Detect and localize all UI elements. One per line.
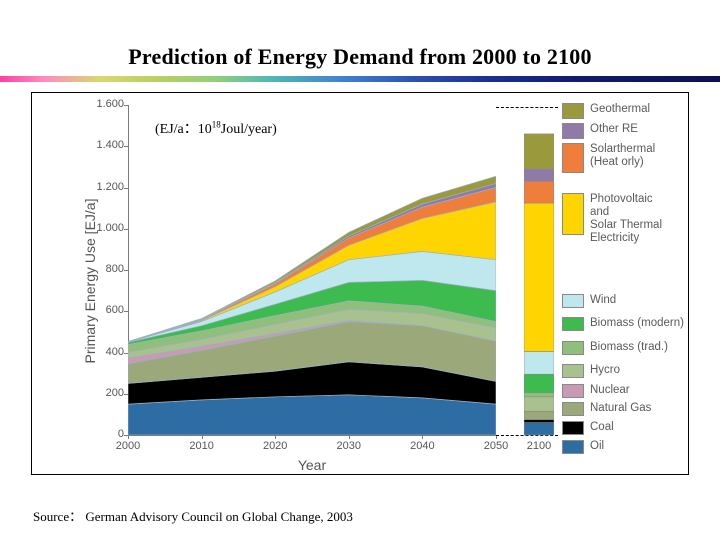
- legend-swatch: [562, 294, 584, 308]
- legend-swatch: [562, 103, 584, 119]
- legend-label: Natural Gas: [590, 402, 652, 414]
- y-tick-mark: [124, 187, 128, 189]
- x-tick-2100: 2100: [526, 440, 552, 452]
- y-tick-mark: [124, 393, 128, 395]
- units-annotation-exponent: 18: [211, 119, 221, 130]
- legend-label: Oil: [590, 440, 605, 452]
- legend-item: Natural Gas: [562, 402, 651, 416]
- title-divider-rule: [0, 76, 720, 82]
- y-tick-label: 200: [105, 386, 124, 399]
- dashed-connector-top: [496, 107, 558, 108]
- y-tick-label: 1.200: [96, 180, 124, 193]
- chart-legend: Geothermal Other RE Solarthermal (Heat orl…: [562, 99, 688, 469]
- legend-label: Biomass (modern): [590, 317, 684, 329]
- legend-label: Solarthermal (Heat orly): [590, 143, 656, 168]
- y-tick-mark: [124, 352, 128, 354]
- legend-item: Wind: [562, 294, 616, 308]
- bar-segment-wind: [524, 351, 554, 375]
- x-tick-mark: [496, 435, 497, 439]
- legend-swatch: [562, 341, 584, 355]
- x-tick-label: 2050: [483, 440, 509, 452]
- legend-swatch: [562, 364, 584, 378]
- units-annotation-text: (EJ/a：10: [155, 122, 212, 137]
- chart-figure: Primary Energy Use [EJ/a] 0 200 400 600 800 1…: [31, 92, 689, 475]
- legend-label: Photovoltaic and Solar Thermal Electrici…: [590, 193, 663, 244]
- legend-swatch: [562, 317, 584, 331]
- dashed-connector-bottom: [496, 435, 558, 436]
- source-caption: Source： German Advisory Council on Globa…: [33, 509, 353, 524]
- legend-item: Photovoltaic and Solar Thermal Electrici…: [562, 193, 662, 245]
- legend-swatch: [562, 440, 584, 454]
- y-tick-mark: [124, 105, 128, 106]
- legend-label: Geothermal: [590, 103, 651, 115]
- legend-item: Oil: [562, 440, 604, 454]
- bar-segment-hycro: [524, 396, 554, 412]
- legend-label: Hycro: [590, 364, 621, 376]
- units-annotation: (EJ/a：1018Joul/year): [152, 117, 280, 139]
- legend-label: Biomass (trad.): [590, 341, 668, 353]
- y-tick-label: 800: [105, 263, 124, 275]
- legend-item: Nuclear: [562, 384, 630, 398]
- x-axis-line: [128, 435, 496, 436]
- x-tick-label: 2010: [189, 440, 214, 452]
- y-tick-label: 1.400: [96, 139, 124, 152]
- legend-swatch: [562, 123, 584, 139]
- stacked-area-plot: [128, 175, 496, 435]
- units-annotation-tail: Joul/year): [220, 122, 277, 137]
- area-band-geothermal: [128, 175, 496, 342]
- legend-item: Solarthermal (Heat orly): [562, 143, 655, 173]
- legend-label: Wind: [590, 294, 617, 306]
- bar-segment-photovoltaic-and-solar-thermal-electricity: [524, 202, 554, 352]
- legend-label: Nuclear: [590, 384, 630, 396]
- x-tick-label: 2040: [410, 440, 435, 452]
- y-tick-label: 1.600: [96, 98, 124, 110]
- y-tick-label: 0: [117, 428, 124, 440]
- page-title: Prediction of Energy Demand from 2000 to…: [128, 44, 592, 69]
- bar-segment-other-re: [524, 168, 554, 182]
- legend-item: Geothermal: [562, 103, 650, 119]
- y-tick-label: 1.000: [96, 221, 124, 234]
- y-tick-mark: [124, 146, 128, 148]
- legend-swatch: [562, 421, 584, 435]
- legend-item: Other RE: [562, 123, 638, 139]
- y-tick-mark: [124, 228, 128, 230]
- y-axis-label-holder: Primary Energy Use [EJ/a]: [50, 123, 98, 423]
- legend-swatch: [562, 402, 584, 416]
- legend-label: Coal: [590, 421, 614, 433]
- bar-segment-biomass-modern: [524, 373, 554, 394]
- legend-label: Other RE: [590, 123, 638, 135]
- x-tick-label: 2020: [262, 440, 288, 452]
- x-tick-label: 2000: [115, 440, 141, 452]
- legend-item: Biomass (modern): [562, 317, 684, 331]
- x-tick-mark: [348, 435, 350, 439]
- y-tick-label: 600: [105, 304, 124, 317]
- y-tick-mark: [124, 311, 128, 313]
- bar-2100: [524, 133, 554, 436]
- bar-segment-natural-gas: [524, 410, 554, 420]
- x-tick-mark: [201, 435, 203, 439]
- legend-item: Hycro: [562, 364, 620, 378]
- y-tick-mark: [124, 435, 128, 436]
- legend-swatch: [562, 384, 584, 398]
- bar-segment-oil: [524, 422, 554, 436]
- x-tick-mark: [422, 435, 424, 439]
- legend-item: Biomass (trad.): [562, 341, 668, 355]
- legend-swatch: [562, 143, 584, 173]
- bar-segment-geothermal: [524, 133, 554, 170]
- legend-swatch: [562, 193, 584, 235]
- x-tick-label: 2030: [336, 440, 362, 452]
- bar-segment-solarthermal-heat-orly: [524, 181, 554, 204]
- x-tick-mark: [128, 435, 129, 439]
- x-axis-label: Year: [297, 457, 327, 473]
- x-tick-mark: [275, 435, 277, 439]
- bar-segment-coal: [524, 419, 554, 423]
- legend-item: Coal: [562, 421, 614, 435]
- y-axis-line: [128, 105, 129, 435]
- y-tick-label: 400: [105, 345, 124, 358]
- y-tick-mark: [124, 270, 128, 271]
- bar-segment-biomass-trad: [524, 392, 554, 398]
